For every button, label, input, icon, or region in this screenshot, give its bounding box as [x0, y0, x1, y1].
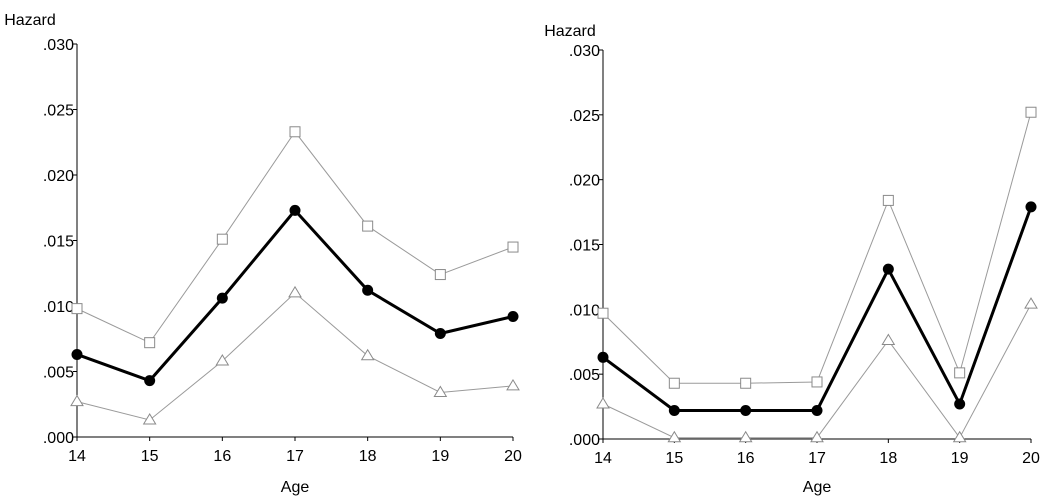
y-tick-label: .010 — [569, 302, 600, 319]
upper-bound-point — [811, 376, 823, 388]
lower-bound-point — [288, 285, 302, 298]
lower-bound-point — [1024, 297, 1038, 309]
lower-bound-series-line — [602, 303, 1032, 439]
lower-bound-point — [810, 430, 824, 443]
right-chart-panel: .000 .005 .010 .015 .020 .025 .030 14 15 16 17 18 19… — [544, 23, 1040, 496]
upper-bound-point — [597, 307, 609, 319]
lower-bound-point — [881, 333, 896, 345]
x-tick-label: 19 — [951, 450, 969, 467]
x-axis-title: Age — [803, 479, 832, 496]
x-tick-label: 20 — [504, 448, 522, 465]
x-tick-label: 16 — [213, 448, 231, 465]
x-tick-label: 17 — [808, 450, 826, 467]
x-tick-label: 18 — [359, 448, 377, 465]
upper-bound-point — [954, 367, 966, 379]
upper-bound-point — [144, 337, 156, 349]
lower-bound-point — [360, 348, 375, 361]
estimate-point — [597, 351, 609, 363]
lower-bound-point — [506, 378, 520, 391]
upper-bound-point — [882, 194, 894, 206]
lower-bound-point — [952, 430, 967, 443]
y-tick-label: .015 — [569, 238, 600, 255]
x-tick-label: 18 — [879, 450, 897, 467]
y-tick-label: .015 — [43, 234, 74, 251]
x-tick-label: 20 — [1022, 450, 1040, 467]
upper-bound-point — [289, 126, 301, 138]
lower-bound-point — [738, 430, 753, 443]
y-tick-label: .000 — [43, 430, 74, 447]
estimate-point — [882, 263, 894, 275]
y-tick-label: .025 — [43, 103, 74, 120]
estimate-point — [434, 328, 446, 340]
estimate-point — [71, 348, 83, 360]
lower-bound-point — [596, 397, 610, 409]
x-tick-label: 16 — [737, 450, 755, 467]
y-tick-label: .025 — [569, 108, 600, 125]
x-tick-label: 14 — [68, 448, 86, 465]
y-tick-label: .010 — [43, 299, 74, 316]
lower-bound-point — [433, 385, 448, 397]
estimate-point — [740, 404, 752, 416]
estimate-point — [954, 398, 966, 410]
estimate-point — [144, 375, 156, 387]
upper-bound-point — [1025, 106, 1037, 118]
y-axis-title: Hazard — [4, 12, 56, 29]
y-tick-label: .020 — [569, 173, 600, 190]
upper-bound-point — [507, 241, 519, 253]
y-axis-title: Hazard — [544, 23, 596, 40]
y-tick-label: .000 — [569, 432, 600, 449]
y-tick-label: .030 — [569, 43, 600, 60]
lower-bound-point — [142, 412, 157, 425]
upper-bound-point — [71, 303, 83, 315]
x-tick-label: 15 — [141, 448, 159, 465]
estimate-point — [811, 404, 823, 416]
upper-bound-series-line — [76, 130, 514, 344]
estimate-point — [507, 310, 519, 322]
x-tick-label: 15 — [665, 450, 683, 467]
x-axis-title: Age — [281, 479, 310, 496]
y-tick-label: .030 — [43, 37, 74, 54]
lower-bound-point — [667, 430, 682, 443]
x-tick-label: 17 — [286, 448, 304, 465]
estimate-point — [1025, 201, 1037, 213]
upper-bound-point — [216, 233, 228, 245]
lower-bound-point — [70, 394, 84, 407]
upper-bound-point — [740, 377, 752, 389]
y-tick-label: .005 — [43, 365, 74, 382]
estimate-point — [362, 284, 374, 296]
lower-bound-point — [215, 354, 230, 366]
estimate-point — [289, 204, 301, 216]
upper-bound-point — [362, 220, 374, 232]
y-tick-label: .020 — [43, 168, 74, 185]
estimate-point — [668, 404, 680, 416]
left-chart-panel: .000 .005 .010 .015 .020 .025 .030 14 15 16 17 18 19… — [4, 12, 522, 496]
upper-bound-point — [668, 377, 680, 389]
lower-bound-series-line — [76, 292, 514, 421]
x-tick-label: 14 — [594, 450, 612, 467]
upper-bound-series-line — [602, 112, 1032, 384]
upper-bound-point — [434, 269, 446, 281]
y-tick-label: .005 — [569, 367, 600, 384]
estimate-point — [216, 292, 228, 304]
x-tick-label: 19 — [431, 448, 449, 465]
